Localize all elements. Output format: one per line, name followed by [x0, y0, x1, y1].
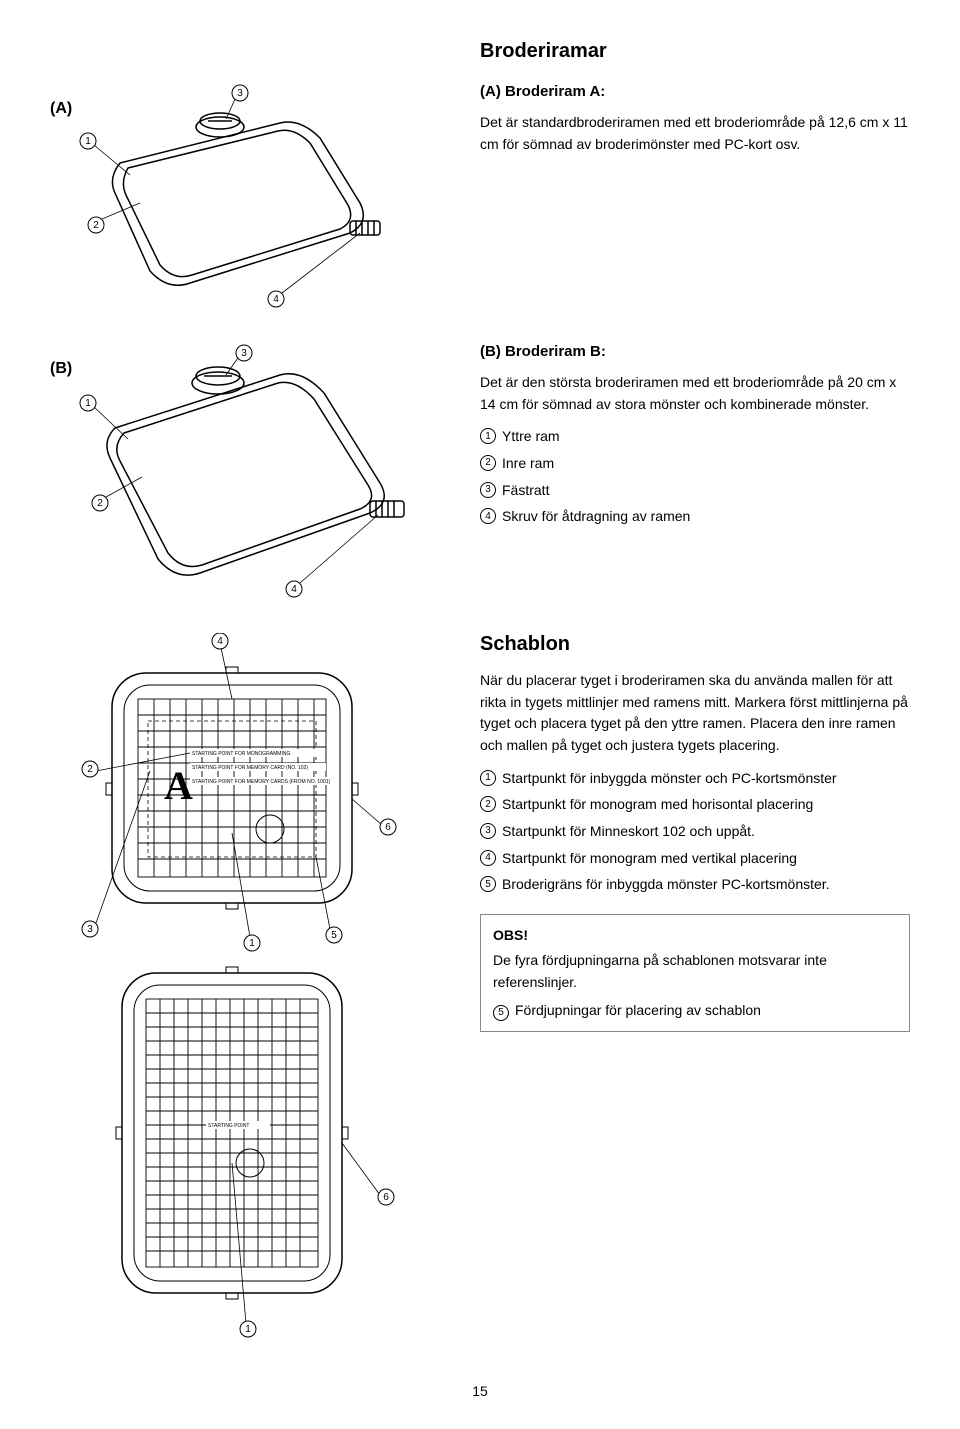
callout-nums-a: 1 2 3 4	[80, 85, 284, 307]
svg-text:STARTING POINT: STARTING POINT	[208, 1123, 249, 1129]
heading-b: (B) Broderiram B:	[480, 343, 910, 360]
frame-b-outer	[107, 367, 404, 575]
diagram-a: (A)	[50, 83, 410, 313]
svg-text:6: 6	[383, 1192, 389, 1203]
template-top: A STARTING POINT FOR MONOGRAMMING STARTI…	[50, 633, 410, 963]
svg-text:2: 2	[87, 764, 93, 775]
list-item: 4Startpunkt för monogram med vertikal pl…	[480, 845, 910, 872]
list-b: 1Yttre ram 2Inre ram 3Fästratt 4Skruv fö…	[480, 423, 910, 529]
diagram-a-col: (A)	[50, 83, 480, 313]
list-item: 2Inre ram	[480, 450, 910, 477]
svg-text:2: 2	[93, 220, 99, 231]
text-b-col: (B) Broderiram B: Det är den största bro…	[480, 343, 910, 603]
svg-text:5: 5	[331, 930, 337, 941]
list-item: 2Startpunkt för monogram med horisontal …	[480, 791, 910, 818]
list-item: 4Skruv för åtdragning av ramen	[480, 503, 910, 530]
svg-text:4: 4	[291, 584, 297, 595]
section-b-row: (B)	[50, 343, 910, 603]
template-bottom: STARTING POINT 6 1	[50, 963, 410, 1343]
num-icon: 4	[480, 508, 496, 524]
letter-a: A	[164, 763, 193, 808]
callout-nums-b: 1 2 3 4	[80, 345, 302, 597]
svg-text:1: 1	[85, 398, 91, 409]
list-item: 3Startpunkt för Minneskort 102 och uppåt…	[480, 818, 910, 845]
template-diagrams-col: A STARTING POINT FOR MONOGRAMMING STARTI…	[50, 633, 480, 1343]
svg-text:4: 4	[217, 636, 223, 647]
svg-text:4: 4	[273, 294, 279, 305]
num-icon: 1	[480, 428, 496, 444]
svg-text:3: 3	[87, 924, 93, 935]
svg-text:2: 2	[97, 498, 103, 509]
num-icon: 1	[480, 770, 496, 786]
diagram-b-col: (B)	[50, 343, 480, 603]
label-A: (A)	[50, 100, 72, 117]
list-item: 3Fästratt	[480, 477, 910, 504]
diagram-b: (B)	[50, 343, 410, 603]
schablon-row: A STARTING POINT FOR MONOGRAMMING STARTI…	[50, 633, 910, 1343]
obs-title: OBS!	[493, 925, 897, 947]
schablon-heading: Schablon	[480, 633, 910, 656]
section-a-row: (A)	[50, 83, 910, 313]
num-icon: 5	[480, 876, 496, 892]
num-icon: 3	[480, 482, 496, 498]
list-item: 5 Fördjupningar för placering av schablo…	[493, 1000, 897, 1022]
label-B: (B)	[50, 360, 72, 377]
num-icon: 2	[480, 796, 496, 812]
grid-bottom	[146, 999, 318, 1267]
list-item: 1Yttre ram	[480, 423, 910, 450]
schablon-text-col: Schablon När du placerar tyget i broderi…	[480, 633, 910, 1032]
svg-text:STARTING POINT FOR MEMORY CARD: STARTING POINT FOR MEMORY CARDS (FROM NO…	[192, 779, 331, 785]
svg-text:STARTING POINT FOR MONOGRAMM: STARTING POINT FOR MONOGRAMMING	[192, 751, 290, 757]
list-item: 1Startpunkt för inbyggda mönster och PC-…	[480, 765, 910, 792]
svg-text:1: 1	[245, 1324, 251, 1335]
list-item: 5Broderigräns för inbyggda mönster PC-ko…	[480, 871, 910, 898]
text-a-col: (A) Broderiram A: Det är standardbroderi…	[480, 83, 910, 313]
svg-text:1: 1	[85, 136, 91, 147]
body-a: Det är standardbroderiramen med ett brod…	[480, 112, 910, 155]
svg-text:STARTING POINT FOR MEMORY CARD: STARTING POINT FOR MEMORY CARD (NO. 102)	[192, 765, 308, 771]
svg-text:3: 3	[241, 348, 247, 359]
num-icon: 2	[480, 455, 496, 471]
schablon-list: 1Startpunkt för inbyggda mönster och PC-…	[480, 765, 910, 898]
schablon-body1: När du placerar tyget i broderiramen ska…	[480, 670, 910, 757]
num-icon: 4	[480, 850, 496, 866]
page-title: Broderiramar	[480, 40, 910, 63]
heading-a: (A) Broderiram A:	[480, 83, 910, 100]
svg-text:3: 3	[237, 88, 243, 99]
frame-a-outer	[112, 113, 380, 285]
page-number: 15	[50, 1383, 910, 1399]
body-b: Det är den största broderiramen med ett …	[480, 372, 910, 415]
obs-box: OBS! De fyra fördjupningarna på schablon…	[480, 914, 910, 1033]
num-icon: 3	[480, 823, 496, 839]
svg-text:1: 1	[249, 938, 255, 949]
obs-body: De fyra fördjupningarna på schablonen mo…	[493, 950, 897, 993]
num-icon: 5	[493, 1005, 509, 1021]
svg-text:6: 6	[385, 822, 391, 833]
